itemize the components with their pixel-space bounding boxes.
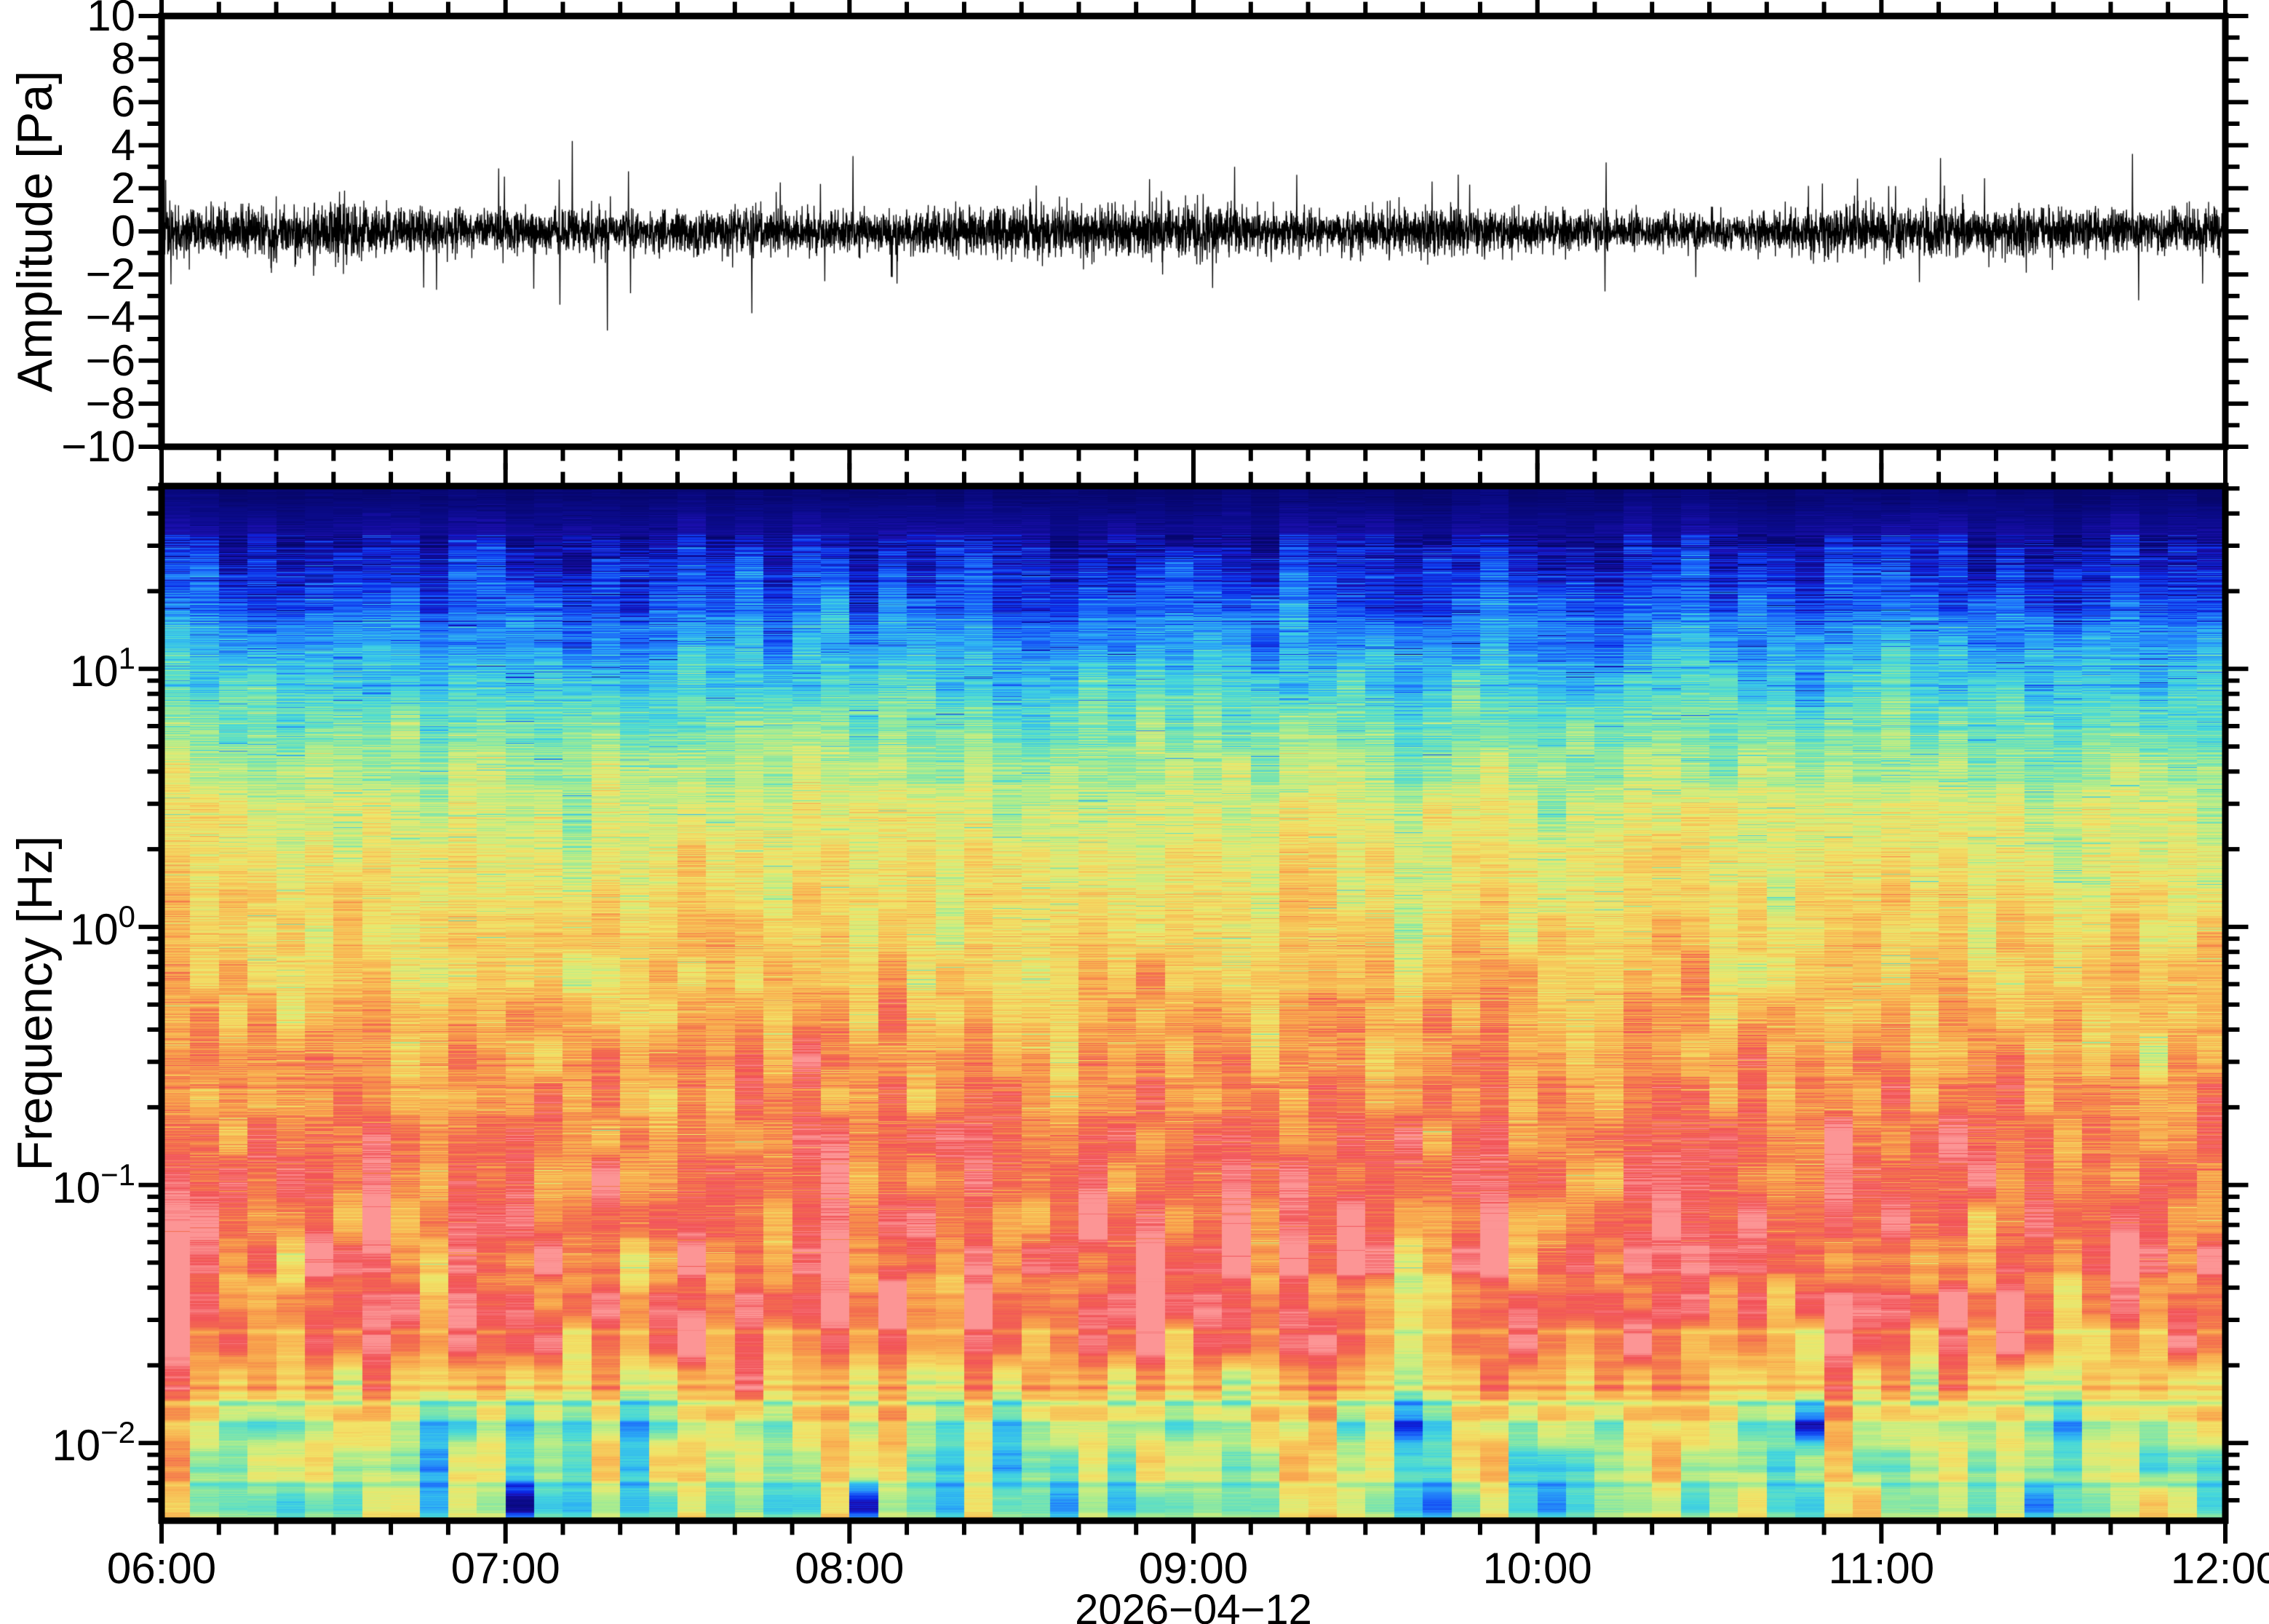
- frequency-tick-label: 10−2: [52, 1415, 135, 1470]
- spectrogram-canvas: [162, 486, 2225, 1521]
- amplitude-tick-label: 4: [111, 120, 135, 170]
- amplitude-tick-label: −2: [85, 250, 135, 299]
- amplitude-tick-label: −10: [61, 422, 135, 471]
- amplitude-tick-label: 8: [111, 34, 135, 84]
- frequency-tick-label: 100: [69, 899, 135, 954]
- amplitude-axis-title: Amplitude [Pa]: [7, 70, 63, 393]
- amplitude-tick-label: 10: [87, 0, 135, 40]
- date-label: 2026−04−12: [1075, 1586, 1312, 1624]
- time-tick-label: 12:00: [2170, 1544, 2269, 1593]
- time-tick-label: 08:00: [795, 1544, 905, 1593]
- frequency-tick-label: 101: [69, 641, 135, 696]
- time-tick-label: 06:00: [106, 1544, 217, 1593]
- frequency-axis-title: Frequency [Hz]: [7, 835, 63, 1171]
- time-tick-label: 11:00: [1828, 1544, 1935, 1593]
- time-tick-label: 09:00: [1138, 1544, 1249, 1593]
- amplitude-tick-label: 2: [111, 163, 135, 212]
- amplitude-tick-label: 6: [111, 77, 135, 127]
- amplitude-tick-label: 0: [111, 207, 135, 255]
- waveform-canvas: [162, 16, 2225, 447]
- time-tick-label: 07:00: [450, 1544, 560, 1593]
- frequency-tick-label: 10−1: [52, 1157, 135, 1212]
- amplitude-tick-label: −4: [85, 292, 135, 342]
- amplitude-tick-label: −8: [85, 378, 135, 428]
- amplitude-tick-label: −6: [85, 335, 135, 385]
- time-tick-label: 10:00: [1482, 1544, 1592, 1593]
